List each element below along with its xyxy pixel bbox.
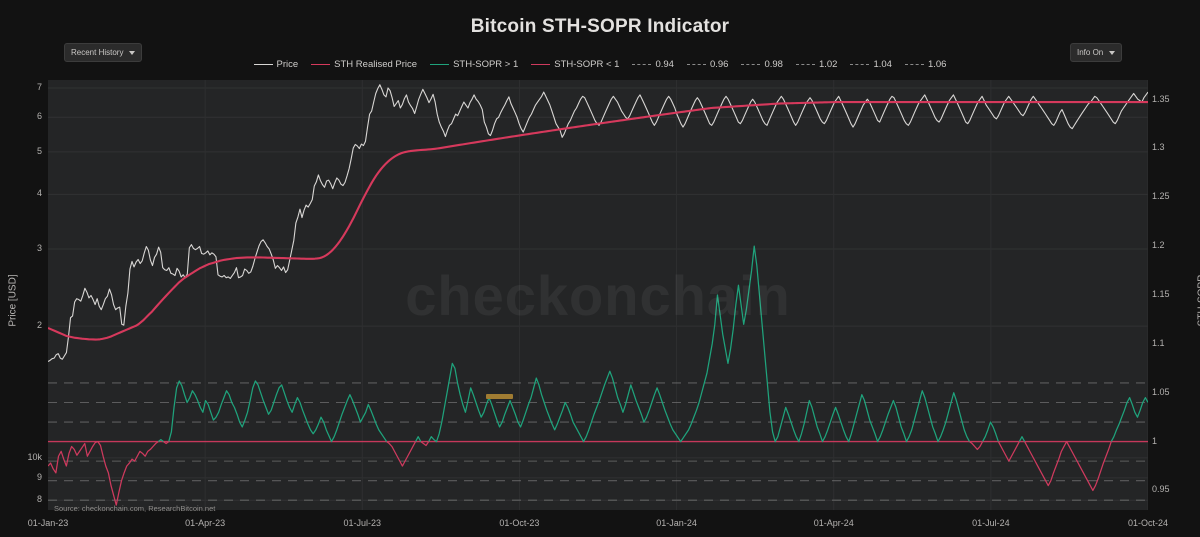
y-axis-left-tick: 5 <box>36 145 42 156</box>
y-axis-right-tick: 1.3 <box>1152 142 1165 153</box>
y-axis-left-tick: 10k <box>27 451 42 462</box>
y-axis-right-tick: 1.2 <box>1152 240 1165 251</box>
y-axis-left-tick: 4 <box>36 188 42 199</box>
x-axis-tick: 01-Apr-23 <box>185 518 226 528</box>
legend-swatch <box>253 64 273 65</box>
y-axis-left-tick: 2 <box>36 320 42 331</box>
x-axis-tick: 01-Jul-24 <box>972 518 1010 528</box>
legend-label: STH-SOPR < 1 <box>554 59 620 70</box>
recent-history-label: Recent History <box>71 48 124 57</box>
recent-history-dropdown[interactable]: Recent History <box>64 43 143 62</box>
legend-label: 1.06 <box>927 59 947 70</box>
legend-label: STH Realised Price <box>334 59 418 70</box>
orange-marker <box>486 394 513 399</box>
legend-swatch <box>850 64 870 65</box>
legend-item[interactable]: STH-SOPR > 1 <box>430 59 518 70</box>
legend-item[interactable]: 1.06 <box>904 59 947 70</box>
legend-swatch <box>795 64 815 65</box>
y-axis-left-tick: 3 <box>36 243 42 254</box>
legend-label: 1.02 <box>818 59 838 70</box>
legend-swatch <box>904 64 924 65</box>
y-axis-right-tick: 1.15 <box>1152 289 1170 299</box>
info-on-dropdown[interactable]: Info On <box>1070 43 1123 62</box>
y-axis-right-tick: 1.25 <box>1152 191 1170 202</box>
y-axis-right-tick: 1.35 <box>1152 93 1170 104</box>
y-axis-right-tick: 1 <box>1152 435 1158 446</box>
chart-legend: Price STH Realised Price STH-SOPR > 1 STH-S… <box>0 59 1200 70</box>
legend-swatch <box>430 64 450 65</box>
legend-label: 0.98 <box>764 59 783 70</box>
x-axis-tick: 01-Apr-24 <box>813 518 854 528</box>
legend-swatch <box>632 64 652 65</box>
y-axis-left-tick: 7 <box>36 81 42 92</box>
legend-item[interactable]: STH-SOPR < 1 <box>531 59 619 70</box>
legend-item[interactable]: STH Realised Price <box>311 59 417 70</box>
y-axis-right-tick: 0.95 <box>1152 484 1170 495</box>
x-axis-tick: 01-Jan-24 <box>656 518 697 528</box>
legend-swatch <box>741 64 761 65</box>
chart-canvas <box>48 80 1148 510</box>
y-axis-right-title: STH-SOPR <box>1196 274 1200 327</box>
legend-item[interactable]: 0.94 <box>632 59 674 70</box>
chevron-down-icon <box>129 50 136 55</box>
x-axis-tick: 01-Oct-23 <box>499 518 540 528</box>
legend-item[interactable]: 0.96 <box>686 59 729 70</box>
y-axis-right-tick: 1.1 <box>1152 337 1165 348</box>
x-axis-tick: 01-Oct-24 <box>1127 518 1169 528</box>
x-axis-tick: 01-Jan-23 <box>27 518 69 528</box>
legend-label: Price <box>276 59 299 70</box>
y-axis-left-tick: 6 <box>36 111 42 122</box>
legend-item[interactable]: 1.02 <box>795 59 838 70</box>
info-on-label: Info On <box>1077 48 1104 57</box>
legend-item[interactable]: Price <box>253 59 299 70</box>
legend-swatch <box>686 64 706 65</box>
legend-item[interactable]: 1.04 <box>850 59 892 70</box>
legend-swatch <box>531 64 551 65</box>
chart-plot-area[interactable]: checkonchain <box>48 80 1148 510</box>
y-axis-right-tick: 1.05 <box>1152 386 1170 397</box>
legend-label: 0.94 <box>655 59 674 70</box>
page-title: Bitcoin STH-SOPR Indicator <box>470 16 730 37</box>
y-axis-left-tick: 9 <box>36 471 42 482</box>
source-attribution: Source: checkonchain.com, ResearchBitcoi… <box>54 504 216 513</box>
legend-label: STH-SOPR > 1 <box>453 59 519 70</box>
legend-label: 0.96 <box>709 59 729 70</box>
y-axis-left-tick: 8 <box>36 494 42 505</box>
legend-label: 1.04 <box>873 59 892 70</box>
legend-swatch <box>311 64 331 65</box>
legend-item[interactable]: 0.98 <box>741 59 783 70</box>
chevron-down-icon <box>1109 50 1116 55</box>
x-axis-tick: 01-Jul-23 <box>343 518 382 528</box>
